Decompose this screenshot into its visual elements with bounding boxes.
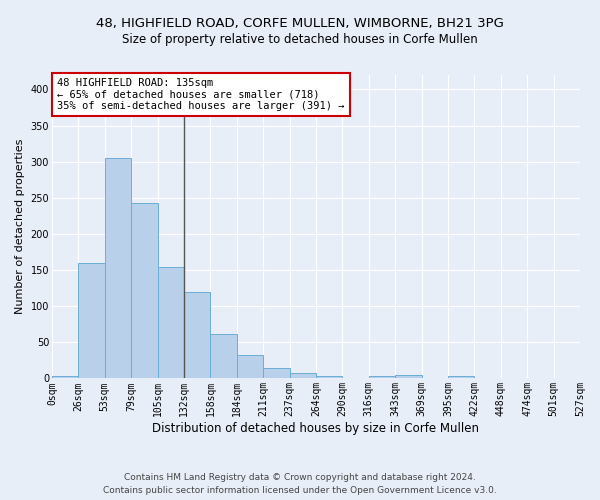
Bar <box>316 376 343 378</box>
Bar <box>448 376 475 378</box>
Text: Size of property relative to detached houses in Corfe Mullen: Size of property relative to detached ho… <box>122 32 478 46</box>
Bar <box>52 376 79 378</box>
Bar <box>105 158 131 378</box>
Bar <box>79 263 105 378</box>
Text: Contains public sector information licensed under the Open Government Licence v3: Contains public sector information licen… <box>103 486 497 495</box>
Text: 48 HIGHFIELD ROAD: 135sqm
← 65% of detached houses are smaller (718)
35% of semi: 48 HIGHFIELD ROAD: 135sqm ← 65% of detac… <box>57 78 345 111</box>
X-axis label: Distribution of detached houses by size in Corfe Mullen: Distribution of detached houses by size … <box>152 422 479 435</box>
Bar <box>158 267 184 378</box>
Bar <box>184 292 211 378</box>
Bar <box>237 354 263 378</box>
Bar <box>131 203 158 378</box>
Bar <box>211 334 237 378</box>
Bar <box>263 368 290 378</box>
Text: Contains HM Land Registry data © Crown copyright and database right 2024.: Contains HM Land Registry data © Crown c… <box>124 472 476 482</box>
Y-axis label: Number of detached properties: Number of detached properties <box>15 139 25 314</box>
Bar <box>290 372 316 378</box>
Bar <box>395 375 422 378</box>
Text: 48, HIGHFIELD ROAD, CORFE MULLEN, WIMBORNE, BH21 3PG: 48, HIGHFIELD ROAD, CORFE MULLEN, WIMBOR… <box>96 18 504 30</box>
Bar <box>369 376 395 378</box>
